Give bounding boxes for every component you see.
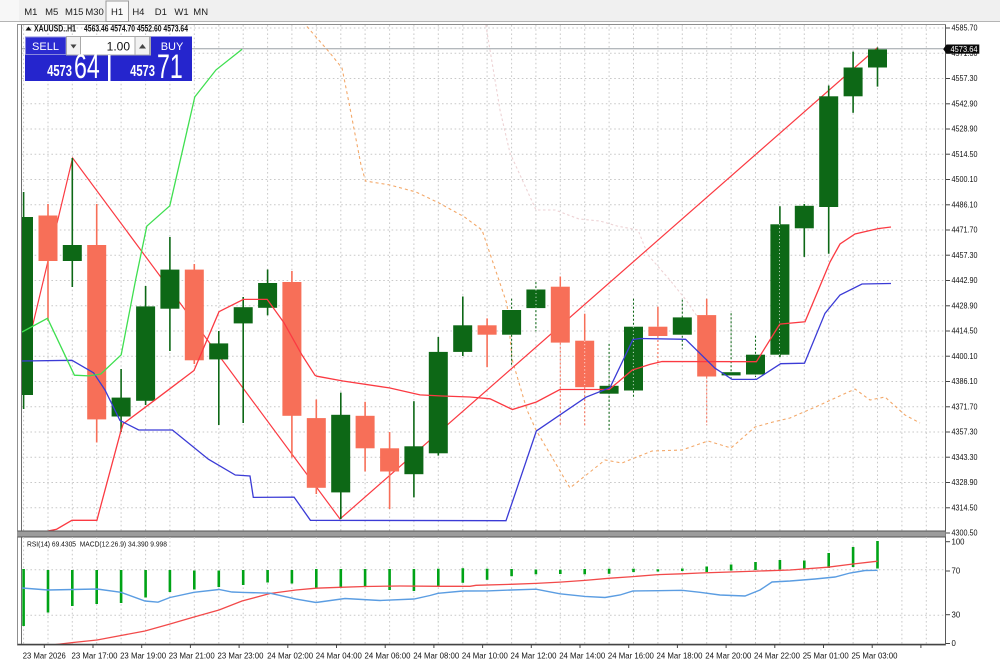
svg-text:24 Mar 18:00: 24 Mar 18:00 — [657, 652, 703, 661]
svg-text:4314.50: 4314.50 — [952, 503, 979, 512]
svg-text:25 Mar 03:00: 25 Mar 03:00 — [852, 652, 898, 661]
svg-text:23 Mar 23:00: 23 Mar 23:00 — [218, 652, 264, 661]
svg-text:4414.50: 4414.50 — [952, 327, 979, 336]
svg-text:4371.70: 4371.70 — [952, 402, 979, 411]
svg-text:SELL: SELL — [32, 41, 59, 53]
svg-text:24 Mar 16:00: 24 Mar 16:00 — [608, 652, 654, 661]
svg-text:24 Mar 02:00: 24 Mar 02:00 — [267, 652, 313, 661]
svg-text:30: 30 — [952, 610, 961, 619]
svg-text:24 Mar 12:00: 24 Mar 12:00 — [511, 652, 557, 661]
svg-text:4386.10: 4386.10 — [952, 377, 979, 386]
svg-text:D1: D1 — [155, 7, 167, 18]
svg-text:W1: W1 — [174, 7, 188, 18]
svg-text:M30: M30 — [85, 7, 103, 18]
svg-text:71: 71 — [157, 49, 183, 86]
svg-text:4573: 4573 — [130, 61, 155, 80]
svg-text:4400.10: 4400.10 — [952, 352, 979, 361]
svg-text:4514.50: 4514.50 — [952, 150, 979, 159]
svg-text:4442.90: 4442.90 — [952, 276, 979, 285]
svg-text:24 Mar 06:00: 24 Mar 06:00 — [365, 652, 411, 661]
svg-text:4563.46 4574.70 4552.60 4573.6: 4563.46 4574.70 4552.60 4573.64 — [84, 24, 188, 34]
svg-text:4300.50: 4300.50 — [952, 529, 979, 538]
svg-text:M5: M5 — [45, 7, 58, 18]
svg-text:4471.70: 4471.70 — [952, 226, 979, 235]
svg-text:24 Mar 08:00: 24 Mar 08:00 — [413, 652, 459, 661]
svg-text:25 Mar 01:00: 25 Mar 01:00 — [803, 652, 849, 661]
svg-text:4357.30: 4357.30 — [952, 428, 979, 437]
svg-text:4486.10: 4486.10 — [952, 200, 979, 209]
svg-text:4573.64: 4573.64 — [951, 45, 979, 54]
svg-text:XAUUSD..H1: XAUUSD..H1 — [34, 24, 76, 34]
svg-text:4573: 4573 — [47, 61, 72, 80]
svg-text:4457.30: 4457.30 — [952, 251, 979, 260]
svg-text:MN: MN — [193, 7, 208, 18]
svg-text:BUY: BUY — [161, 41, 184, 53]
svg-text:4328.90: 4328.90 — [952, 478, 979, 487]
svg-text:70: 70 — [952, 567, 961, 576]
svg-text:4557.30: 4557.30 — [952, 74, 979, 83]
svg-text:H1: H1 — [111, 7, 123, 18]
svg-text:24 Mar 20:00: 24 Mar 20:00 — [705, 652, 751, 661]
svg-text:24 Mar 22:00: 24 Mar 22:00 — [754, 652, 800, 661]
svg-text:4528.90: 4528.90 — [952, 125, 979, 134]
svg-text:4428.90: 4428.90 — [952, 301, 979, 310]
svg-text:64: 64 — [74, 49, 100, 86]
svg-text:100: 100 — [952, 537, 966, 546]
svg-text:4500.10: 4500.10 — [952, 175, 979, 184]
svg-text:H4: H4 — [132, 7, 144, 18]
svg-text:RSI(14) 69.4305 MACD(12.26.9): RSI(14) 69.4305 MACD(12.26.9) 34.390 9.9… — [27, 540, 167, 549]
svg-text:23 Mar 17:00: 23 Mar 17:00 — [72, 652, 118, 661]
svg-text:24 Mar 10:00: 24 Mar 10:00 — [462, 652, 508, 661]
svg-text:M15: M15 — [65, 7, 83, 18]
svg-text:23 Mar 2026: 23 Mar 2026 — [23, 652, 66, 661]
svg-text:1.00: 1.00 — [107, 40, 131, 54]
svg-text:0: 0 — [952, 639, 957, 648]
svg-text:24 Mar 04:00: 24 Mar 04:00 — [316, 652, 362, 661]
svg-text:4542.90: 4542.90 — [952, 100, 979, 109]
svg-text:23 Mar 21:00: 23 Mar 21:00 — [169, 652, 215, 661]
svg-text:M1: M1 — [24, 7, 37, 18]
svg-text:4343.30: 4343.30 — [952, 453, 979, 462]
svg-text:24 Mar 14:00: 24 Mar 14:00 — [559, 652, 605, 661]
svg-text:23 Mar 19:00: 23 Mar 19:00 — [120, 652, 166, 661]
svg-text:4585.70: 4585.70 — [952, 24, 979, 33]
